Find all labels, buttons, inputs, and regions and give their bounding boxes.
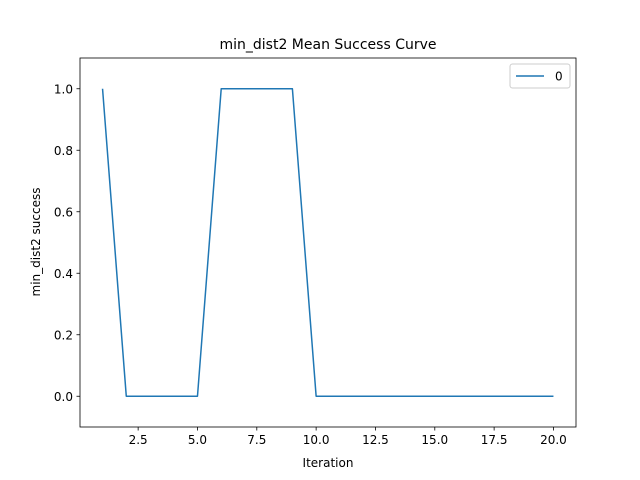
x-tick-label: 15.0 bbox=[421, 433, 448, 447]
x-tick-label: 20.0 bbox=[540, 433, 567, 447]
y-tick-label: 0.6 bbox=[54, 205, 73, 219]
y-tick-label: 0.8 bbox=[54, 144, 73, 158]
plot-area bbox=[79, 57, 577, 428]
x-tick-label: 2.5 bbox=[129, 433, 148, 447]
y-axis: 0.0 0.2 0.4 0.6 0.8 1.0 bbox=[54, 82, 80, 404]
series-line-0 bbox=[101, 88, 554, 397]
x-tick-label: 5.0 bbox=[188, 433, 207, 447]
y-axis-label: min_dist2 success bbox=[29, 188, 43, 297]
y-tick-label: 0.2 bbox=[54, 328, 73, 342]
x-tick-label: 7.5 bbox=[247, 433, 266, 447]
x-tick-label: 10.0 bbox=[303, 433, 330, 447]
plot-frame bbox=[79, 57, 577, 428]
legend-entry-label: 0 bbox=[555, 70, 563, 84]
x-axis-label: Iteration bbox=[303, 456, 354, 470]
chart-title: min_dist2 Mean Success Curve bbox=[219, 37, 436, 53]
legend: 0 bbox=[509, 63, 571, 89]
x-tick-label: 12.5 bbox=[362, 433, 389, 447]
y-tick-label: 1.0 bbox=[54, 82, 73, 96]
x-tick-label: 17.5 bbox=[481, 433, 508, 447]
series-layer bbox=[101, 88, 554, 397]
y-tick-label: 0.0 bbox=[54, 390, 73, 404]
x-axis: 2.5 5.0 7.5 10.0 12.5 15.0 17.5 20.0 bbox=[129, 427, 567, 447]
y-tick-label: 0.4 bbox=[54, 267, 73, 281]
